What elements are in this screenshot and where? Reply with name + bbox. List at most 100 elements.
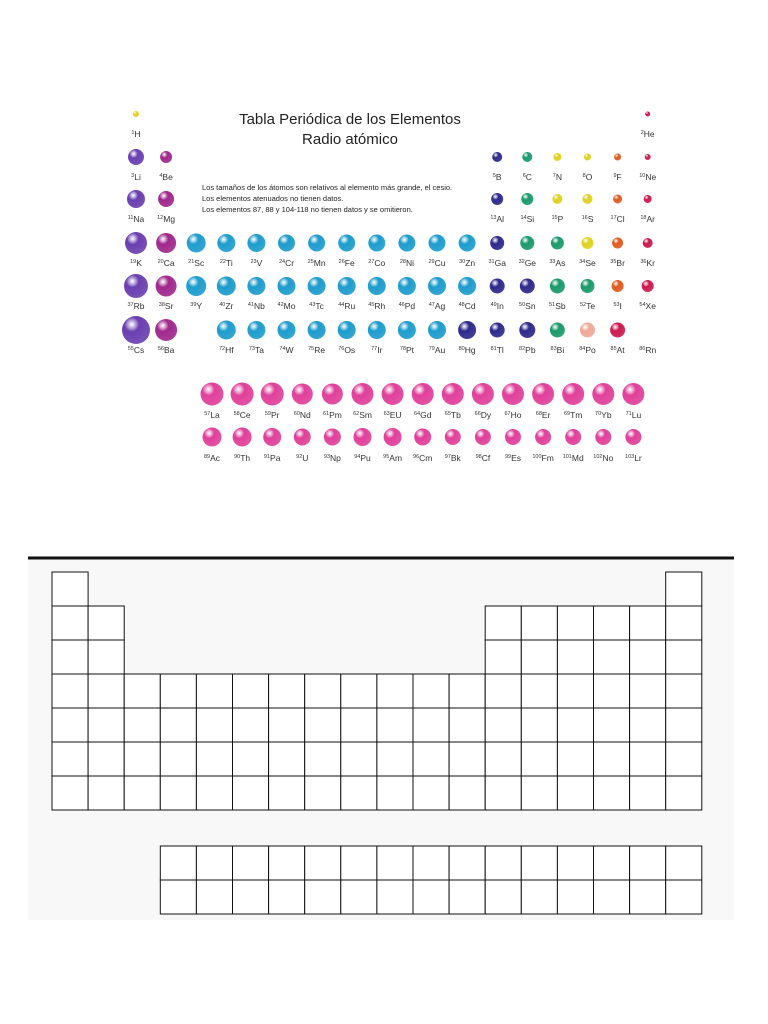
atomic-number: 14 bbox=[520, 215, 526, 221]
element-label: 98Cf bbox=[476, 453, 491, 463]
atom-sphere bbox=[444, 429, 461, 445]
blank-cell bbox=[232, 845, 270, 881]
atomic-number: 66 bbox=[475, 411, 481, 417]
blank-cell bbox=[556, 775, 595, 811]
element-symbol: Ni bbox=[406, 258, 414, 268]
blank-cell bbox=[232, 741, 270, 777]
atom-sphere bbox=[612, 237, 624, 249]
atomic-number: 26 bbox=[339, 259, 345, 265]
blank-cell bbox=[593, 639, 631, 675]
atom-sphere bbox=[580, 279, 595, 293]
atom-sphere bbox=[247, 234, 266, 252]
atomic-number: 24 bbox=[279, 259, 285, 265]
blank-cell bbox=[268, 879, 306, 915]
blank-cell bbox=[268, 775, 306, 811]
element-symbol: K bbox=[136, 258, 142, 268]
element-symbol: I bbox=[619, 301, 621, 311]
element-label: 66Dy bbox=[475, 410, 492, 420]
element-label: 44Ru bbox=[338, 301, 355, 311]
element-symbol: Pa bbox=[270, 453, 281, 463]
element-symbol: Se bbox=[585, 258, 596, 268]
blank-cell bbox=[51, 741, 89, 777]
atomic-number: 41 bbox=[248, 302, 254, 308]
element-label: 53I bbox=[613, 301, 622, 311]
blank-cell bbox=[484, 775, 522, 811]
element-symbol: La bbox=[210, 410, 220, 420]
blank-cell bbox=[304, 673, 342, 709]
element-label: 60Nd bbox=[294, 410, 311, 420]
atomic-number: 2 bbox=[641, 130, 644, 136]
atom-sphere bbox=[642, 238, 653, 248]
atomic-number: 76 bbox=[338, 346, 344, 352]
element-symbol: Ac bbox=[210, 453, 221, 463]
element-label: 49In bbox=[491, 301, 504, 311]
atomic-number: 91 bbox=[264, 454, 270, 460]
element-label: 40Zr bbox=[219, 301, 233, 311]
element-label: 11Na bbox=[128, 214, 145, 224]
atom-sphere bbox=[293, 428, 311, 446]
atom-sphere bbox=[458, 234, 476, 252]
blank-cell bbox=[556, 741, 595, 777]
atom-sphere bbox=[644, 154, 651, 160]
element-symbol: Sr bbox=[165, 301, 174, 311]
element-label: 80Hg bbox=[459, 345, 476, 355]
atom-sphere bbox=[337, 321, 356, 339]
element-label: 58Ce bbox=[234, 410, 251, 420]
atom-sphere bbox=[592, 383, 615, 405]
blank-cell bbox=[665, 741, 703, 777]
atom-sphere bbox=[428, 234, 446, 252]
element-symbol: Cs bbox=[134, 345, 144, 355]
atomic-number: 31 bbox=[488, 259, 494, 265]
blank-cell bbox=[340, 845, 378, 881]
atomic-number: 93 bbox=[324, 454, 330, 460]
element-symbol: W bbox=[286, 345, 294, 355]
blank-cell bbox=[304, 741, 342, 777]
atomic-number: 85 bbox=[611, 346, 617, 352]
blank-cell bbox=[304, 845, 342, 881]
atom-sphere bbox=[122, 316, 150, 344]
blank-cell bbox=[340, 775, 378, 811]
element-label: 71Lu bbox=[626, 410, 642, 420]
atom-sphere bbox=[127, 190, 145, 208]
element-symbol: Tm bbox=[570, 410, 582, 420]
blank-cell bbox=[268, 707, 306, 743]
element-symbol: EU bbox=[390, 410, 402, 420]
atomic-number: 55 bbox=[128, 346, 134, 352]
atom-sphere bbox=[337, 277, 356, 295]
element-label: 37Rb bbox=[128, 301, 145, 311]
blank-cell bbox=[376, 707, 414, 743]
atom-sphere bbox=[411, 383, 434, 405]
atomic-number: 47 bbox=[429, 302, 435, 308]
atom-sphere bbox=[641, 324, 654, 337]
element-label: 13Al bbox=[490, 214, 504, 224]
element-symbol: Lr bbox=[634, 453, 642, 463]
blank-cell bbox=[232, 707, 270, 743]
element-symbol: P bbox=[558, 214, 564, 224]
element-symbol: No bbox=[602, 453, 613, 463]
atom-sphere bbox=[458, 321, 477, 339]
atom-sphere bbox=[368, 234, 386, 252]
blank-cell bbox=[484, 845, 522, 881]
atomic-number: 8 bbox=[583, 173, 586, 179]
blank-cell bbox=[268, 845, 306, 881]
atomic-number: 6 bbox=[523, 173, 526, 179]
blank-cell bbox=[556, 605, 595, 641]
blank-cell bbox=[195, 707, 233, 743]
element-label: 22Ti bbox=[220, 258, 233, 268]
atomic-number: 11 bbox=[128, 215, 134, 221]
element-symbol: V bbox=[257, 258, 263, 268]
atomic-number: 58 bbox=[234, 411, 240, 417]
element-symbol: Np bbox=[330, 453, 341, 463]
blank-cell bbox=[87, 605, 125, 641]
atomic-number: 30 bbox=[459, 259, 465, 265]
element-label: 7N bbox=[553, 172, 562, 182]
blank-cell bbox=[159, 673, 197, 709]
element-symbol: U bbox=[302, 453, 308, 463]
atom-sphere bbox=[216, 276, 236, 296]
element-symbol: Fe bbox=[345, 258, 355, 268]
atom-sphere bbox=[247, 321, 266, 339]
atomic-number: 56 bbox=[158, 346, 164, 352]
atomic-number: 57 bbox=[204, 411, 210, 417]
blank-cell bbox=[51, 639, 89, 675]
atom-sphere bbox=[307, 277, 326, 295]
